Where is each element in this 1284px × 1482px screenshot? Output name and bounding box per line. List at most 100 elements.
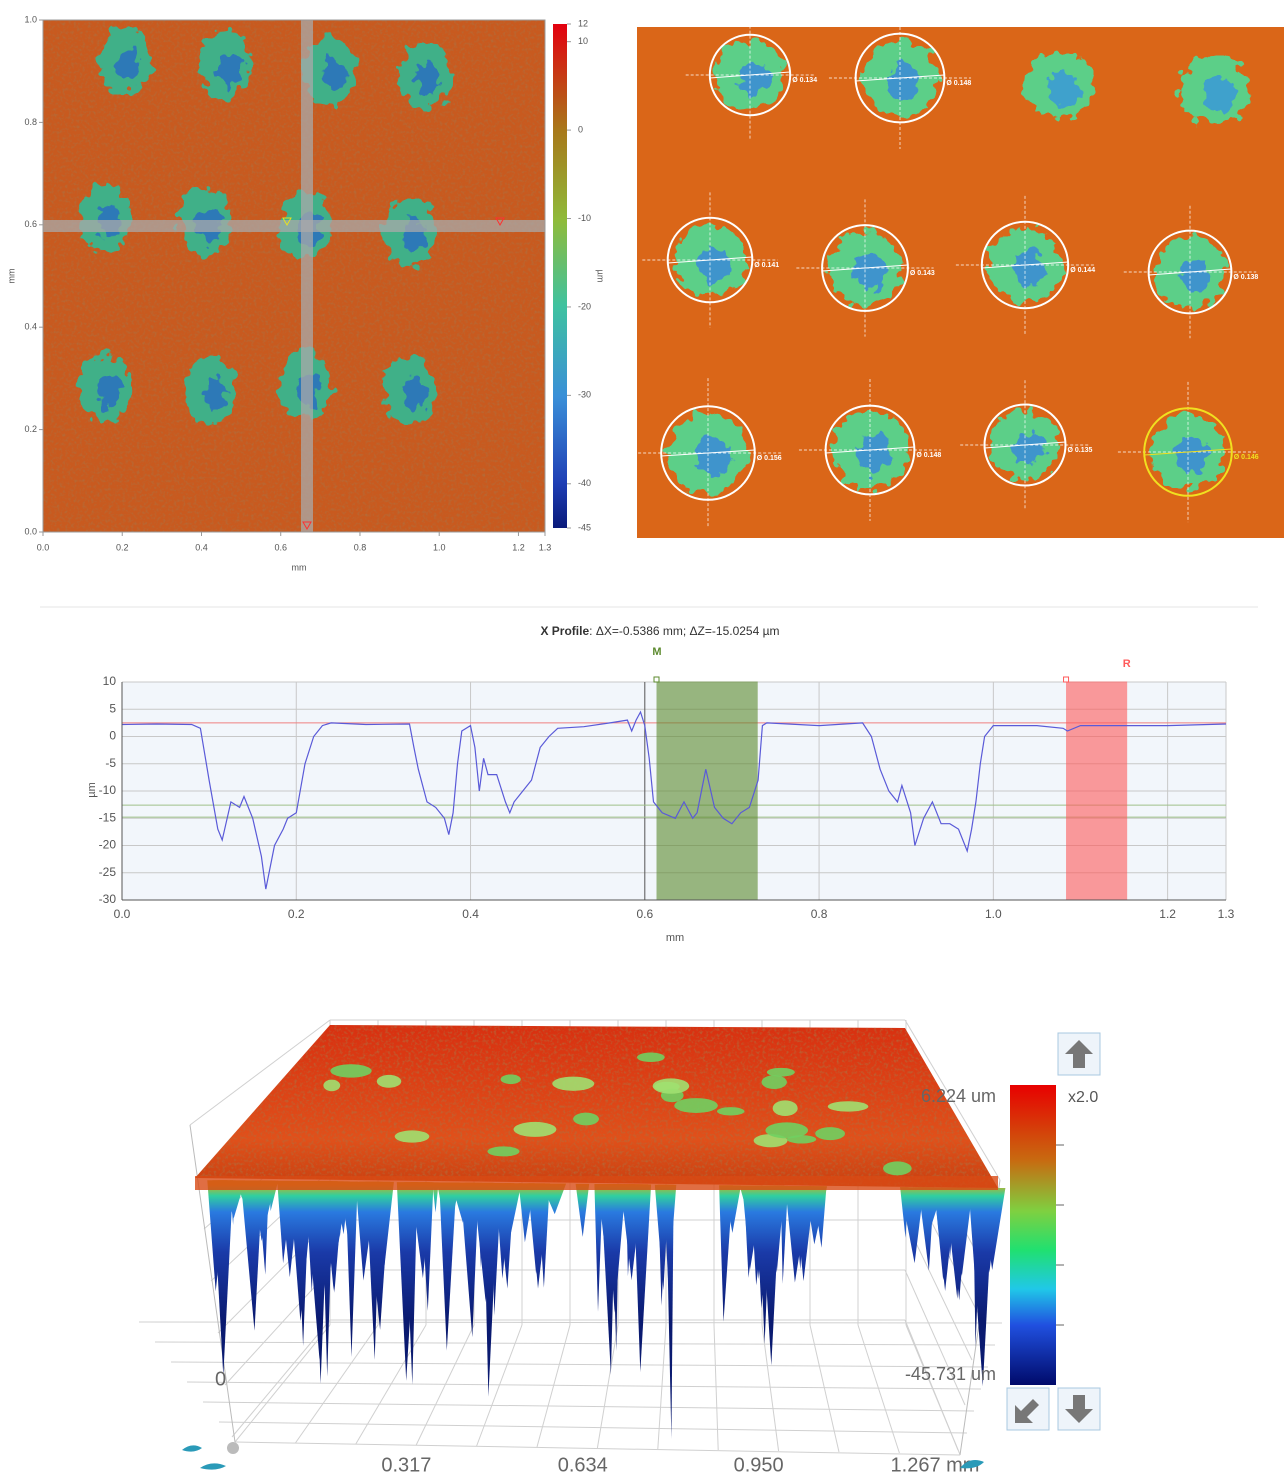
spike: [623, 1184, 636, 1221]
spike: [496, 1183, 515, 1289]
x-tick-label: 0.8: [811, 907, 828, 921]
spike: [611, 1184, 620, 1351]
x-tick-label: 0.6: [636, 907, 653, 921]
blob-core: [322, 57, 346, 91]
x-tick-label: 0.950: [734, 1454, 784, 1476]
blob-core: [694, 437, 730, 477]
region-label: R: [1123, 658, 1131, 670]
x-tick-label: 1.0: [433, 542, 446, 552]
blob-core: [887, 63, 921, 101]
diameter-line: [822, 264, 908, 272]
spike: [439, 1182, 457, 1351]
spike: [975, 1187, 995, 1224]
side-grid: [231, 1319, 331, 1438]
blob-core: [202, 377, 226, 411]
floor-grid: [234, 1441, 961, 1456]
annotated-image: Ø 0.134 Ø 0.148 Ø 0.141 Ø 0.143 Ø 0.144 Ø 0.1…: [637, 27, 1284, 538]
title-sub: : ΔX=-0.5386 mm; ΔZ=-15.0254 µm: [589, 624, 779, 638]
spike: [277, 1180, 294, 1264]
surface-pit: [573, 1112, 599, 1126]
blob-core: [857, 435, 891, 473]
spike: [396, 1182, 419, 1381]
x-tick-label: 1.267 mm: [891, 1454, 980, 1476]
surface-pit: [716, 1107, 745, 1116]
diameter-circle: [821, 224, 909, 312]
y-tick-label: 1.0: [24, 14, 37, 24]
diameter-circle: [666, 216, 754, 304]
blob-core: [852, 253, 886, 291]
diameter-line: [855, 74, 945, 82]
y-tick-label: -30: [99, 892, 117, 906]
texture: [195, 1025, 998, 1188]
floor-grid: [186, 1381, 982, 1390]
colorbar-tick-label: -45: [578, 522, 591, 532]
diameter-circle: [854, 32, 946, 124]
spike: [938, 1187, 952, 1247]
spike: [305, 1181, 321, 1229]
colorbar-tick-label: -40: [578, 478, 591, 488]
x-tick-label: 1.0: [985, 907, 1002, 921]
spike: [364, 1181, 391, 1330]
origin-dot: [227, 1442, 239, 1454]
surface-pit: [394, 1130, 430, 1143]
spike: [296, 1181, 310, 1346]
cursor-bottom: [302, 521, 312, 531]
colorbar-tick-label: 6.224 um: [921, 1086, 996, 1106]
diameter-line: [984, 441, 1066, 449]
y-tick-label: -5: [105, 756, 116, 770]
spike: [633, 1184, 652, 1372]
floor-grid: [154, 1341, 996, 1346]
diameter-line: [1144, 448, 1232, 456]
side-grid: [224, 1269, 331, 1386]
y-tick-label: -15: [99, 810, 117, 824]
frame: [42, 19, 546, 533]
diameter-line: [667, 256, 753, 264]
y-tick-label: 10: [103, 674, 117, 688]
diameter-label: Ø 0.148: [946, 80, 971, 87]
y-axis-label: µm: [86, 782, 98, 798]
region: [1066, 681, 1128, 901]
diameter-label: Ø 0.134: [792, 77, 817, 84]
diameter-circle: [824, 404, 916, 496]
region-handle: [1063, 676, 1070, 683]
surface-pit: [330, 1064, 372, 1078]
surface-pit: [772, 1100, 798, 1117]
surface-texture: [195, 1025, 998, 1188]
x-axis-label: mm: [666, 932, 684, 944]
spike: [918, 1187, 944, 1229]
crosshair-h: [43, 220, 545, 232]
side-grid: [904, 1269, 966, 1406]
blob-core: [417, 62, 441, 96]
x-tick-label: 0.2: [288, 907, 305, 921]
spike: [491, 1183, 502, 1316]
surface-pit: [761, 1075, 787, 1090]
spike: [657, 1184, 668, 1306]
y-tick-label: -20: [99, 838, 117, 852]
diameter-label: Ø 0.144: [1070, 267, 1095, 274]
colorbar-tick-label: -45.731 um: [905, 1364, 996, 1384]
crosshair-v: [301, 20, 313, 532]
spike: [719, 1185, 733, 1322]
blob-core: [402, 377, 426, 411]
y-tick-label: -25: [99, 865, 117, 879]
diameter-circle: [980, 220, 1070, 310]
cursor-r: [495, 217, 505, 227]
floor-grid: [202, 1401, 975, 1412]
x-tick-label: 0.317: [381, 1454, 431, 1476]
spike: [742, 1185, 764, 1270]
surface-pit: [815, 1127, 845, 1141]
spike: [436, 1182, 452, 1232]
axis-icon: [960, 1460, 984, 1469]
scale-label: x2.0: [1068, 1089, 1098, 1106]
colorbar-tick-label: 12: [578, 18, 588, 28]
spike: [464, 1182, 476, 1258]
spike: [372, 1181, 383, 1221]
blob-core: [217, 52, 241, 86]
colorbar-tick-label: 10: [578, 36, 588, 46]
diameter-label: Ø 0.148: [916, 452, 941, 459]
spike: [207, 1180, 228, 1292]
colorbar-tick-label: -20: [578, 301, 591, 311]
axis-icon: [182, 1445, 202, 1452]
